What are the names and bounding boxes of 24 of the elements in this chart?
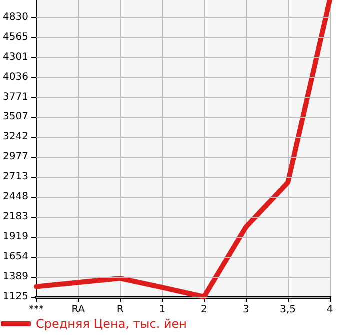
y-tick-label: 3242	[2, 132, 28, 143]
x-tick-label: 1	[159, 304, 166, 316]
y-tick-label: 1389	[2, 272, 28, 283]
x-tick-label: 2	[201, 304, 208, 316]
y-tick-label: 4301	[2, 52, 28, 63]
y-tick-label: 1654	[2, 252, 28, 263]
y-tick-label: 4565	[2, 32, 28, 43]
x-tick-label: R	[116, 304, 124, 316]
y-tick-label: 2977	[2, 152, 28, 163]
y-tick-label: 1125	[2, 292, 28, 302]
x-tick-label: ***	[28, 304, 44, 316]
y-tick-label: 4830	[2, 12, 28, 23]
y-tick-label: 2448	[2, 192, 28, 203]
legend-label: Средняя Цена, тыс. йен	[36, 317, 188, 331]
y-tick-label: 1919	[2, 232, 28, 243]
x-tick-label: 3	[242, 304, 250, 316]
y-tick-label: 2713	[2, 172, 28, 183]
y-tick-label: 3771	[2, 92, 28, 103]
y-tick-label: 3507	[2, 112, 28, 123]
y-tick-label: 4036	[2, 72, 28, 83]
y-tick-label: 2183	[2, 212, 28, 223]
x-tick-label: RA	[72, 304, 86, 316]
x-tick-label: 4	[326, 304, 334, 316]
x-tick-label: 3,5	[280, 304, 296, 316]
